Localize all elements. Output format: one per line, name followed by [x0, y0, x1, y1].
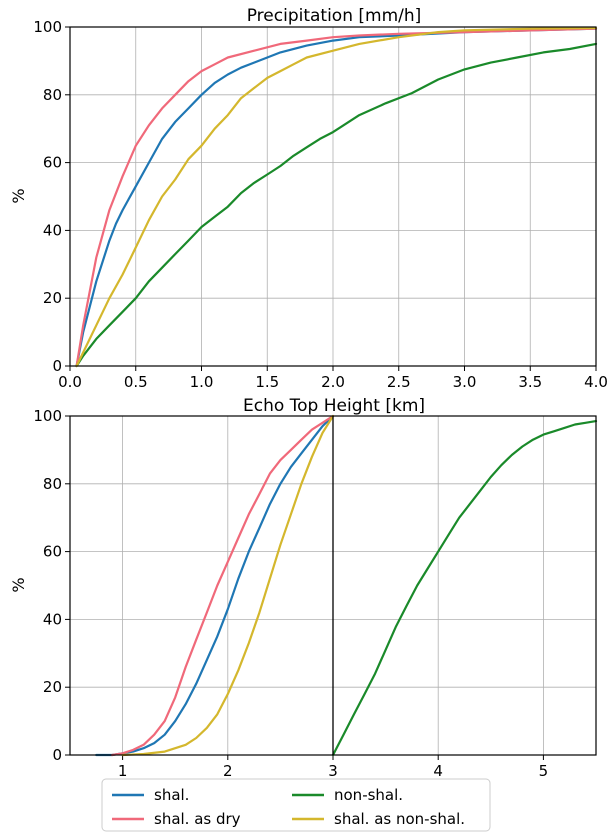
- legend-label-nonshal: non-shal.: [334, 786, 403, 804]
- bottom-ytick-label: 60: [43, 543, 62, 561]
- top-xtick-label: 3.0: [453, 373, 477, 391]
- top-chart-ylabel: %: [9, 188, 28, 203]
- top-series-shal-nonshal: [75, 26, 598, 368]
- bottom-xtick-label: 1: [118, 762, 128, 780]
- bottom-ytick-label: 0: [52, 746, 62, 764]
- bottom-ytick-label: 40: [43, 610, 62, 628]
- bottom-series-shal: [95, 414, 335, 757]
- legend-label-shal-dry: shal. as dry: [154, 810, 241, 828]
- top-series-shal: [75, 27, 598, 368]
- bottom-xtick-label: 4: [433, 762, 443, 780]
- top-chart-plot-area: 0.0 0.5 1.0 1.5 2.0 2.5 3.0 3.5 4.0 0 20 40 60 80 100: [33, 18, 608, 391]
- top-xtick-label: 1.5: [255, 373, 279, 391]
- bottom-axes-frame: [69, 415, 597, 756]
- bottom-ytick-label: 100: [33, 407, 62, 425]
- legend-label-shal: shal.: [154, 786, 189, 804]
- top-ytick-label: 0: [52, 357, 62, 375]
- top-series-shal-dry: [75, 27, 598, 368]
- legend-box: [101, 778, 491, 832]
- top-xtick-label: 3.5: [518, 373, 542, 391]
- top-xtick-label: 4.0: [584, 373, 608, 391]
- top-xtick-label: 0.5: [124, 373, 148, 391]
- bottom-xtick-label: 5: [539, 762, 549, 780]
- bottom-chart-title: Echo Top Height [km]: [243, 396, 425, 416]
- bottom-series-shal-dry: [110, 414, 335, 757]
- bottom-ytick-label: 20: [43, 678, 62, 696]
- top-ytick-label: 100: [33, 18, 62, 36]
- bottom-xtick-label: 2: [223, 762, 233, 780]
- top-series-nonshal: [75, 42, 598, 368]
- top-chart-title: Precipitation [mm/h]: [247, 6, 422, 26]
- legend-label-shal-nonshal: shal. as non-shal.: [334, 810, 465, 828]
- bottom-chart-ylabel: %: [9, 577, 28, 592]
- top-xtick-label: 1.0: [190, 373, 214, 391]
- top-xtick-label: 0.0: [58, 373, 82, 391]
- bottom-chart-plot-area: 1 2 3 4 5 0 20 40 60 80 100: [33, 407, 598, 780]
- bottom-ytick-label: 80: [43, 475, 62, 493]
- top-xtick-label: 2.0: [321, 373, 345, 391]
- bottom-series-nonshal: [331, 420, 598, 757]
- top-ytick-label: 20: [43, 289, 62, 307]
- legend: shal. non-shal. shal. as dry shal. as non-s…: [101, 778, 491, 832]
- bottom-series-shal-nonshal: [121, 414, 335, 757]
- bottom-xtick-label: 3: [328, 762, 338, 780]
- top-ytick-label: 60: [43, 154, 62, 172]
- top-ytick-label: 80: [43, 86, 62, 104]
- top-xtick-label: 2.5: [387, 373, 411, 391]
- top-ytick-label: 40: [43, 221, 62, 239]
- top-axes-frame: [69, 26, 597, 367]
